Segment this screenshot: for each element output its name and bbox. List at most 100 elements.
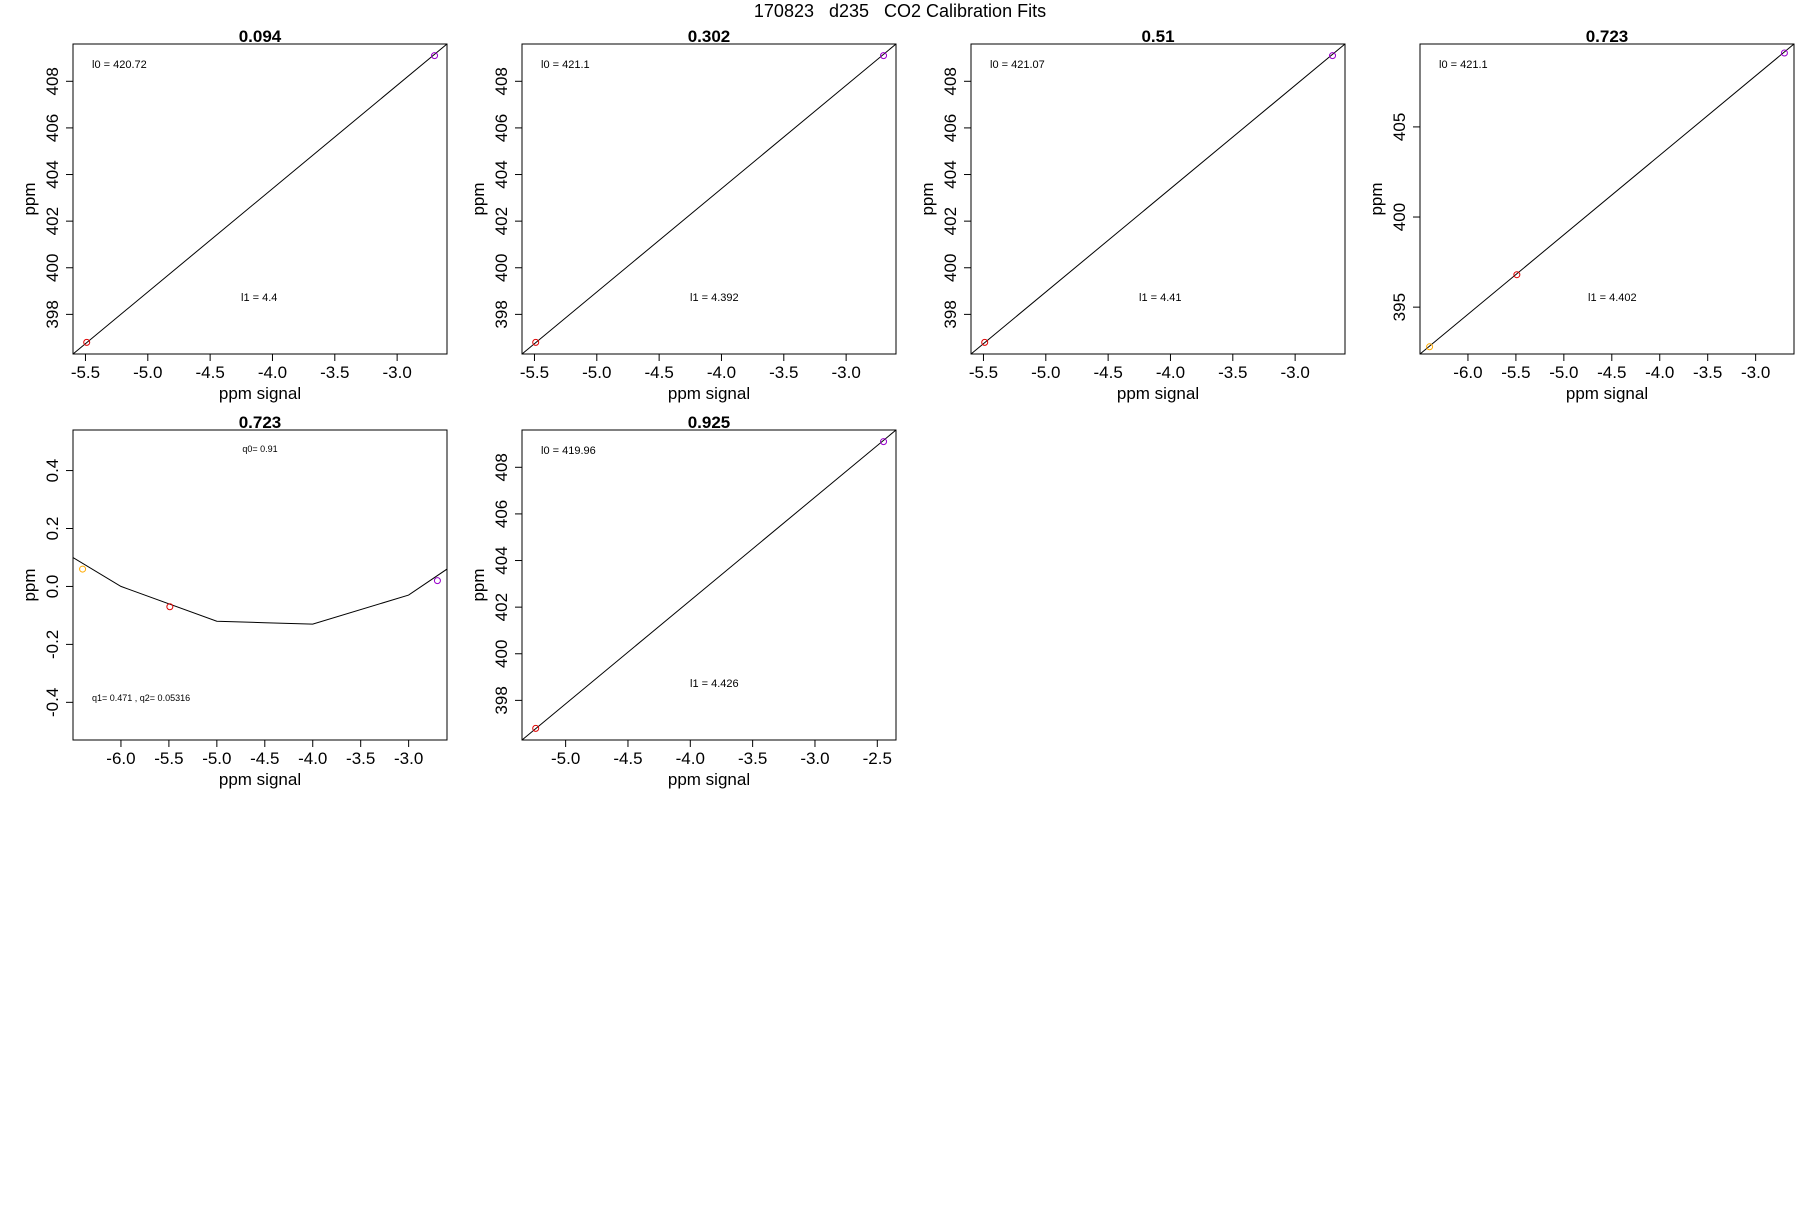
fit-annotation: l1 = 4.41	[1139, 292, 1182, 304]
chart-title: 0.51	[1141, 27, 1174, 46]
x-axis-label: ppm signal	[668, 384, 750, 403]
fit-line	[1420, 44, 1794, 354]
data-point	[981, 338, 989, 346]
data-point	[1426, 343, 1434, 351]
data-point	[1329, 52, 1337, 60]
fit-line	[522, 44, 896, 354]
y-axis-label: ppm	[469, 182, 488, 215]
x-tick-label: -5.5	[969, 363, 998, 382]
x-tick-label: -4.0	[1645, 363, 1674, 382]
x-tick-label: -3.5	[738, 749, 767, 768]
y-axis-label: ppm	[1367, 182, 1386, 215]
x-tick-label: -3.0	[831, 363, 860, 382]
x-tick-label: -4.5	[250, 749, 279, 768]
y-axis-label: ppm	[20, 182, 39, 215]
plot-data	[522, 430, 896, 740]
x-axis-label: ppm signal	[1566, 384, 1648, 403]
x-tick-label: -4.0	[258, 363, 287, 382]
y-tick-label: 398	[492, 300, 511, 328]
y-tick-label: 404	[941, 160, 960, 188]
x-tick-label: -5.5	[520, 363, 549, 382]
plot-frame	[72, 43, 448, 355]
plot-data	[1420, 44, 1794, 354]
x-tick-label: -3.0	[1741, 363, 1770, 382]
x-tick-label: -5.0	[133, 363, 162, 382]
data-point	[532, 338, 540, 346]
x-tick-label: -4.5	[613, 749, 642, 768]
figure-title: 170823 d235 CO2 Calibration Fits	[753, 1, 1047, 21]
x-tick-label: -3.5	[346, 749, 375, 768]
data-point	[1513, 271, 1521, 279]
y-tick-label: 0.4	[43, 459, 62, 483]
x-tick-label: -4.0	[676, 749, 705, 768]
plot-frame	[521, 43, 897, 355]
plot-frame	[970, 43, 1346, 355]
y-tick-label: 406	[492, 114, 511, 142]
data-point	[532, 724, 540, 732]
y-tick-label: 400	[43, 254, 62, 282]
x-tick-label: -6.0	[106, 749, 135, 768]
fit-line	[971, 44, 1345, 354]
plot-data	[971, 44, 1345, 354]
plot-frame	[72, 429, 448, 741]
y-tick-label: 406	[941, 114, 960, 142]
x-tick-label: -5.0	[582, 363, 611, 382]
y-tick-label: 404	[492, 546, 511, 574]
plot-data	[73, 557, 447, 625]
chart-title: 0.723	[239, 413, 282, 432]
y-tick-label: 408	[492, 67, 511, 95]
y-tick-label: 402	[492, 207, 511, 235]
y-tick-label: -0.2	[43, 630, 62, 659]
x-tick-label: -3.5	[1218, 363, 1247, 382]
fit-line	[73, 44, 447, 354]
data-point	[83, 338, 91, 346]
plot-data	[73, 44, 447, 354]
y-tick-label: 402	[941, 207, 960, 235]
x-tick-label: -3.0	[394, 749, 423, 768]
x-tick-label: -5.0	[1549, 363, 1578, 382]
x-axis-label: ppm signal	[219, 384, 301, 403]
y-tick-label: 400	[941, 254, 960, 282]
x-tick-label: -3.0	[382, 363, 411, 382]
fit-annotation: l0 = 420.72	[92, 59, 147, 71]
fit-annotation: l0 = 421.1	[541, 59, 590, 71]
chart-title: 0.723	[1586, 27, 1629, 46]
chart-panel-1: 0.094 -5.5 -5.0 -4.5 -4.0 -3.5 -3.0 ppm signal 3…	[20, 27, 448, 403]
x-tick-label: -5.5	[1501, 363, 1530, 382]
x-axis-label: ppm signal	[219, 770, 301, 789]
plot-frame	[1419, 43, 1795, 355]
data-point	[1780, 49, 1788, 57]
data-point	[433, 577, 441, 585]
chart-panel-2: 0.302 -5.5 -5.0 -4.5 -4.0 -3.5 -3.0 ppm signal 3…	[469, 27, 897, 403]
y-tick-label: 400	[492, 640, 511, 668]
x-tick-label: -5.0	[1031, 363, 1060, 382]
fit-annotation: l0 = 421.1	[1439, 59, 1488, 71]
plot-data	[522, 44, 896, 354]
y-tick-label: 406	[492, 500, 511, 528]
fit-annotation: l1 = 4.392	[690, 292, 739, 304]
y-axis-label: ppm	[918, 182, 937, 215]
chart-panel-6: 0.925 -5.0 -4.5 -4.0 -3.5 -3.0 -2.5 ppm signal 3…	[469, 413, 897, 789]
data-point	[166, 603, 174, 611]
x-tick-label: -3.5	[320, 363, 349, 382]
x-tick-label: -3.5	[769, 363, 798, 382]
x-tick-label: -3.0	[1280, 363, 1309, 382]
x-tick-label: -4.5	[1093, 363, 1122, 382]
data-point	[880, 52, 888, 60]
y-tick-label: 395	[1390, 293, 1409, 321]
data-point	[880, 438, 888, 446]
fit-annotation: l0 = 421.07	[990, 59, 1045, 71]
y-tick-label: 400	[1390, 203, 1409, 231]
y-tick-label: -0.4	[43, 688, 62, 717]
fit-annotation: q1= 0.471 , q2= 0.05316	[92, 693, 190, 703]
y-tick-label: 408	[941, 67, 960, 95]
x-tick-label: -4.0	[298, 749, 327, 768]
y-tick-label: 0.0	[43, 575, 62, 599]
chart-title: 0.925	[688, 413, 731, 432]
x-tick-label: -3.0	[800, 749, 829, 768]
x-tick-label: -5.5	[71, 363, 100, 382]
chart-title: 0.094	[239, 27, 282, 46]
x-tick-label: -3.5	[1693, 363, 1722, 382]
